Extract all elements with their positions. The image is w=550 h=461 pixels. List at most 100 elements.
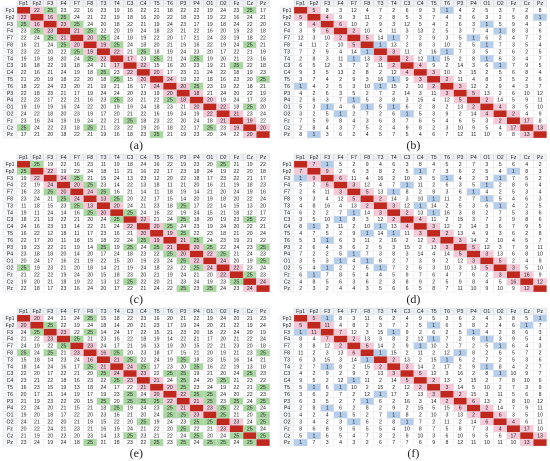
cell-value: 16	[114, 132, 120, 138]
cell-value: 20	[74, 84, 80, 90]
cell-value: 20	[260, 105, 266, 111]
panel-label: (a)	[130, 138, 143, 152]
cell-value: 4	[313, 420, 316, 426]
cell-value: 23	[61, 357, 67, 363]
cell-value: 24	[34, 351, 40, 357]
cell-value: 5	[313, 316, 316, 322]
cell-value: 7	[539, 323, 542, 329]
cell-value: 20	[180, 118, 186, 124]
cell-value: 2	[379, 364, 382, 370]
cell-value: 9	[485, 286, 488, 292]
cell-value: 2	[472, 371, 475, 377]
cell-value: 24	[260, 112, 266, 118]
cell-value: 17	[127, 56, 133, 62]
cell-value: 23	[260, 272, 266, 278]
cell-value: 24	[140, 29, 146, 35]
row-label: F7	[7, 36, 13, 42]
cell-value: 23	[34, 98, 40, 104]
cell-value: 2	[485, 272, 488, 278]
cell-value: 10	[457, 125, 463, 131]
cell-value: 15	[431, 357, 437, 363]
cell-value: 4	[512, 420, 515, 426]
cell-value: 10	[471, 286, 477, 292]
cell-value: 24	[47, 426, 53, 432]
cell-value: 9	[339, 15, 342, 21]
cell-value: 23	[34, 385, 40, 391]
cell-value: 3	[499, 231, 502, 237]
cell-value: 23	[74, 169, 80, 175]
row-label: O2	[7, 112, 14, 118]
cell-value: 5	[352, 43, 355, 49]
cell-value: 18	[101, 406, 107, 412]
row-label: Fz	[7, 272, 13, 278]
cell-value: 19	[234, 36, 240, 42]
cell-value: 15	[234, 203, 240, 209]
cell-value: 18	[207, 118, 213, 124]
cell-value: 10	[444, 43, 450, 49]
cell-value: 21	[87, 337, 93, 343]
cell-value: 14	[47, 357, 53, 363]
column-label: Fz	[511, 155, 517, 161]
cell-value: 4	[299, 371, 302, 377]
cell-value: 19	[247, 162, 253, 168]
cell-value: 12	[471, 84, 477, 90]
cell-value: 4	[446, 15, 449, 21]
cell-value: 23	[220, 36, 226, 42]
cell-value: 22	[180, 125, 186, 131]
cell-value: 24	[180, 272, 186, 278]
cell-value: 3	[459, 323, 462, 329]
cell-value: 11	[391, 29, 396, 35]
cell-value: 3	[472, 22, 475, 28]
cell	[307, 321, 321, 329]
cell-value: 19	[220, 351, 226, 357]
cell-value: 25	[260, 259, 266, 265]
cell-value: 8	[539, 8, 542, 14]
cell-value: 4	[366, 8, 369, 14]
cell-value: 19	[207, 22, 213, 28]
cell-value: 14	[378, 36, 384, 42]
cell	[386, 55, 401, 63]
cell-value: 10	[511, 371, 517, 377]
column-label: T4	[391, 155, 397, 161]
cell-value: 9	[419, 8, 422, 14]
cell-value: 4	[299, 43, 302, 49]
cell-value: 21	[180, 183, 186, 189]
cell-value: 24	[207, 169, 213, 175]
cell-value: 3	[313, 105, 316, 111]
cell-value: 18	[207, 77, 213, 83]
cell	[293, 160, 308, 168]
cell	[203, 257, 217, 265]
cell-value: 20	[234, 259, 240, 265]
cell-value: 9	[299, 197, 302, 203]
cell-value: 19	[101, 132, 107, 138]
row-label: T4	[284, 56, 290, 62]
cell-value: 7	[472, 426, 475, 432]
cell-value: 18	[21, 364, 27, 370]
cell-value: 4	[379, 272, 382, 278]
cell-value: 18	[247, 84, 253, 90]
cell	[216, 110, 230, 118]
cell-value: 16	[154, 210, 160, 216]
cell-value: 5	[406, 132, 409, 138]
panel-label: (f)	[407, 446, 419, 460]
cell-value: 5	[512, 210, 515, 216]
cell-value: 19	[21, 279, 27, 285]
cell-value: 1	[339, 112, 342, 118]
cell-value: 22	[180, 392, 186, 398]
cell-value: 16	[21, 385, 27, 391]
cell	[16, 314, 31, 322]
cell-value: 2	[392, 259, 395, 265]
cell-value: 16	[127, 8, 133, 14]
cell-value: 3	[525, 357, 528, 363]
cell-value: 21	[34, 378, 40, 384]
cell-value: 24	[61, 70, 67, 76]
cell-value: 21	[154, 378, 160, 384]
cell-value: 14	[391, 378, 397, 384]
cell	[480, 257, 494, 265]
column-label: Pz	[260, 1, 266, 7]
cell-value: 11	[418, 183, 423, 189]
cell-value: 3	[339, 190, 342, 196]
cell-value: 13	[338, 70, 344, 76]
cell-value: 3	[485, 15, 488, 21]
